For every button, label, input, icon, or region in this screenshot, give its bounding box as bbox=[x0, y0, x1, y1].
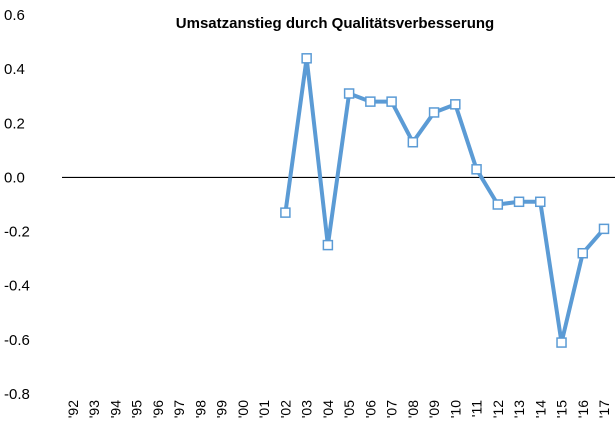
x-tick-label: '14 bbox=[532, 400, 548, 418]
x-tick-label: '05 bbox=[341, 400, 357, 418]
point-marker bbox=[450, 99, 461, 110]
x-tick-label: '13 bbox=[511, 400, 527, 418]
x-tick-label: '94 bbox=[107, 400, 123, 418]
point-marker bbox=[407, 136, 419, 148]
y-tick-label: 0.0 bbox=[4, 169, 25, 186]
y-tick-label: -0.8 bbox=[4, 386, 30, 403]
x-tick-label: '17 bbox=[596, 400, 612, 418]
x-tick-label: '03 bbox=[299, 400, 315, 418]
point-marker bbox=[513, 196, 525, 208]
x-tick-label: '15 bbox=[554, 400, 570, 418]
x-tick-label: '11 bbox=[469, 400, 485, 417]
y-tick-label: 0.2 bbox=[4, 115, 25, 132]
x-tick-label: '93 bbox=[86, 400, 102, 418]
point-marker bbox=[322, 239, 334, 251]
y-tick-label: 0.4 bbox=[4, 61, 25, 78]
point-marker bbox=[343, 88, 355, 99]
x-tick-label: '06 bbox=[362, 400, 378, 418]
x-tick-label: '96 bbox=[150, 400, 166, 418]
x-tick-label: '09 bbox=[426, 400, 442, 418]
point-marker bbox=[577, 247, 589, 259]
x-tick-label: '07 bbox=[384, 400, 400, 418]
x-tick-label: '92 bbox=[65, 400, 81, 418]
x-tick-label: '08 bbox=[405, 400, 421, 418]
x-tick-label: '95 bbox=[129, 400, 145, 418]
y-tick-label: 0.6 bbox=[4, 7, 25, 24]
x-tick-label: '01 bbox=[256, 400, 272, 418]
point-marker bbox=[471, 164, 482, 175]
x-tick-label: '00 bbox=[235, 400, 251, 418]
point-marker bbox=[556, 337, 567, 348]
chart-title: Umsatzanstieg durch Qualitätsverbesserun… bbox=[176, 15, 494, 32]
y-tick-label: -0.4 bbox=[4, 278, 30, 295]
x-tick-label: '16 bbox=[575, 400, 591, 418]
x-tick-label: '97 bbox=[171, 400, 187, 418]
point-marker bbox=[386, 96, 397, 107]
x-tick-label: '12 bbox=[490, 400, 506, 418]
point-marker bbox=[365, 96, 376, 107]
y-tick-label: -0.6 bbox=[4, 332, 30, 349]
y-tick-label: -0.2 bbox=[4, 224, 30, 241]
point-marker bbox=[280, 207, 291, 218]
x-tick-label: '98 bbox=[192, 400, 208, 418]
point-marker bbox=[535, 196, 546, 208]
point-marker bbox=[492, 199, 504, 210]
x-tick-label: '99 bbox=[214, 400, 230, 418]
x-tick-label: '10 bbox=[447, 400, 463, 418]
point-marker bbox=[428, 107, 440, 118]
x-tick-label: '02 bbox=[277, 400, 293, 418]
series-line bbox=[283, 56, 606, 345]
point-marker bbox=[598, 223, 610, 235]
point-marker bbox=[301, 53, 312, 64]
x-tick-label: '04 bbox=[320, 400, 336, 418]
